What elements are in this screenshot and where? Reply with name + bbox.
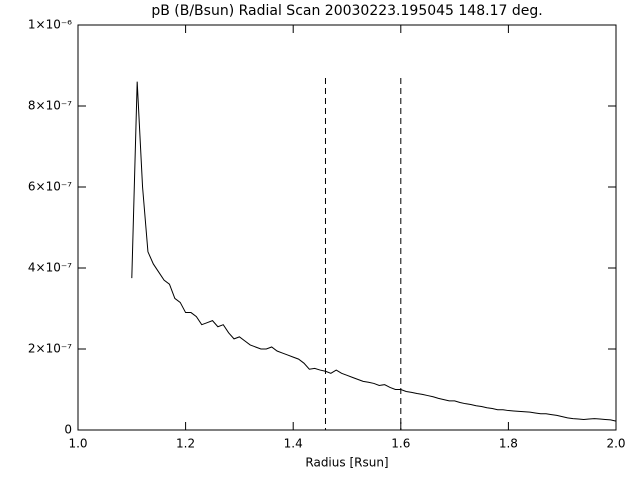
- y-tick-label: 2×10⁻⁷: [28, 342, 72, 356]
- y-tick-label: 6×10⁻⁷: [28, 180, 72, 194]
- plot-frame: [77, 24, 617, 431]
- y-tick-label: 0: [64, 423, 72, 437]
- data-line: [131, 81, 617, 422]
- x-tick-label: 1.8: [499, 437, 518, 451]
- x-tick-label: 1.6: [391, 437, 410, 451]
- x-tick-label: 1.0: [68, 437, 87, 451]
- x-tick-label: 1.2: [176, 437, 195, 451]
- x-tick-label: 2.0: [606, 437, 625, 451]
- x-tick-label: 1.4: [284, 437, 303, 451]
- x-axis-label: Radius [Rsun]: [305, 456, 388, 470]
- y-tick-label: 1×10⁻⁶: [28, 18, 72, 32]
- y-tick-label: 8×10⁻⁷: [28, 99, 72, 113]
- y-tick-label: 4×10⁻⁷: [28, 261, 72, 275]
- chart-title: pB (B/Bsun) Radial Scan 20030223.195045 …: [151, 3, 542, 19]
